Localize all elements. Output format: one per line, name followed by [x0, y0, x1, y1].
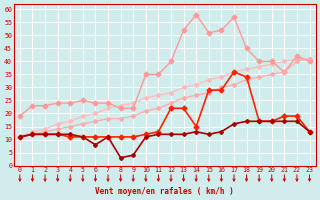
X-axis label: Vent moyen/en rafales ( km/h ): Vent moyen/en rafales ( km/h )	[95, 187, 234, 196]
